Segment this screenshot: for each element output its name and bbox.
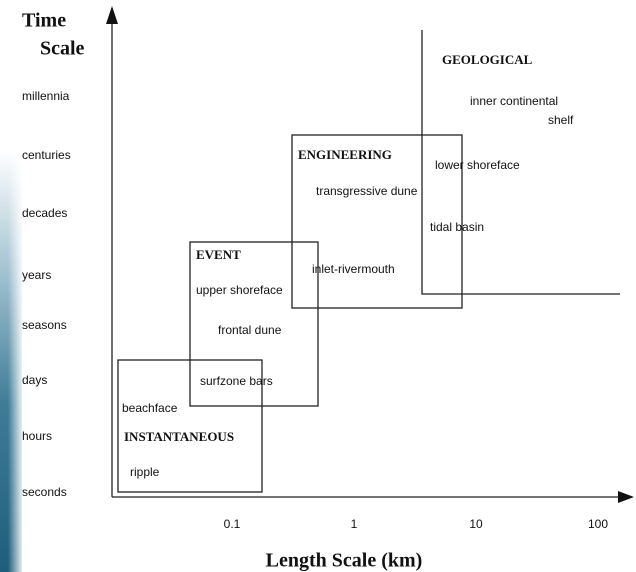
x-tick-label: 10 — [469, 517, 483, 531]
y-category: seconds — [22, 485, 67, 499]
feature-label: ripple — [130, 465, 160, 479]
y-arrow — [106, 6, 118, 24]
region-label: INSTANTANEOUS — [124, 429, 234, 444]
y-category: seasons — [22, 318, 67, 332]
feature-label: shelf — [548, 113, 574, 127]
region-label: GEOLOGICAL — [442, 52, 533, 67]
geological-boundary — [421, 30, 620, 295]
region-label: ENGINEERING — [298, 147, 392, 162]
feature-label: upper shoreface — [196, 283, 283, 297]
feature-label: inlet-rivermouth — [312, 262, 395, 276]
y-category: decades — [22, 206, 67, 220]
background-fade — [8, 150, 24, 572]
x-arrow — [618, 491, 634, 503]
feature-label: frontal dune — [218, 323, 282, 337]
feature-label: lower shoreface — [435, 158, 520, 172]
x-tick-label: 1 — [351, 517, 358, 531]
x-title: Length Scale (km) — [266, 550, 423, 572]
y-title: Scale — [40, 38, 85, 60]
feature-label: tidal basin — [430, 220, 484, 234]
x-tick-label: 0.1 — [224, 517, 241, 531]
y-category: centuries — [22, 148, 71, 162]
y-category: days — [22, 373, 47, 387]
feature-label: inner continental — [470, 94, 558, 108]
feature-label: transgressive dune — [316, 184, 418, 198]
region-label: EVENT — [196, 247, 241, 262]
x-tick-label: 100 — [588, 517, 608, 531]
y-category: years — [22, 268, 51, 282]
engineering-box — [291, 134, 463, 309]
y-category: millennia — [22, 89, 70, 103]
feature-label: beachface — [122, 401, 178, 415]
event-box — [189, 241, 319, 407]
y-title: Time — [22, 10, 66, 32]
y-category: hours — [22, 429, 52, 443]
feature-label: surfzone bars — [200, 374, 273, 388]
